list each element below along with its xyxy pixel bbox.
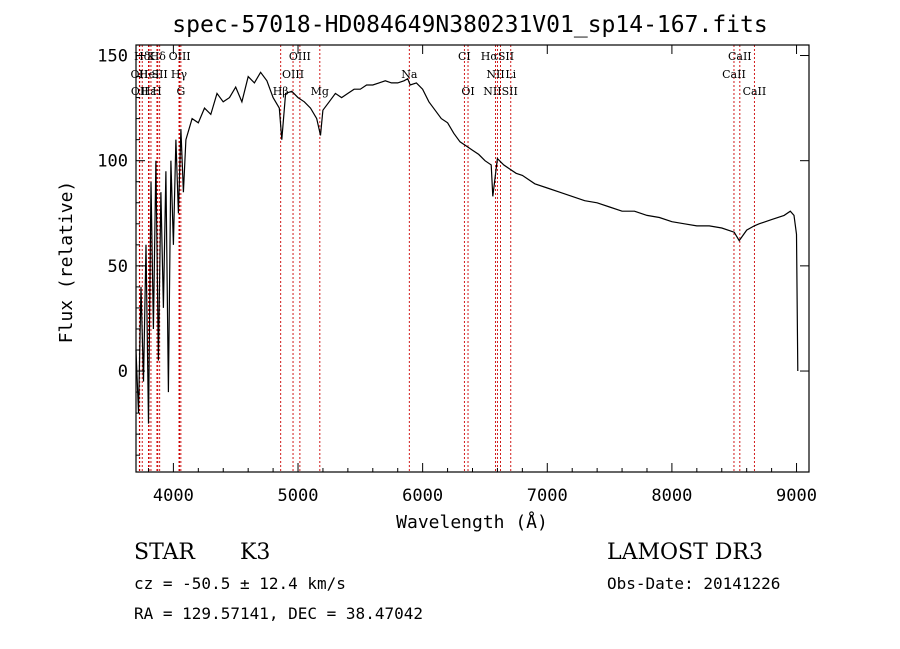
y-tick-label: 0 [118,362,128,382]
y-tick-label: 100 [97,152,128,172]
x-tick-label: 6000 [402,486,443,506]
line-marker-label: CaII [722,68,746,81]
line-marker-label: Li [505,68,516,81]
line-marker-label: SII [152,68,168,81]
x-tick-label: 8000 [651,486,692,506]
line-marker-label: OIII [289,50,311,63]
line-marker-label: K [147,50,156,63]
line-marker-label: OII [131,85,149,98]
line-marker-label: CI [458,50,471,63]
line-marker-label: H [152,85,162,98]
line-marker-label: OII [131,68,149,81]
line-markers [138,45,755,472]
line-marker-label: OIII [282,68,304,81]
line-marker-label: HeI [139,68,159,81]
line-marker-label: Hβ [273,85,289,98]
spectrum-line [135,71,799,424]
line-marker-label: HαSII [481,50,514,63]
line-marker-label: CaII [728,50,752,63]
object-subclass: K3 [240,540,270,565]
line-marker-label: Hγ [171,68,188,81]
line-marker-label: OIII [169,50,191,63]
x-tick-label: 7000 [527,486,568,506]
line-marker-label: G [176,85,185,98]
x-axis-label: Wavelength (Å) [396,511,548,533]
redshift-cz: cz = -50.5 ± 12.4 km/s [134,574,346,593]
x-tick-label: 9000 [776,486,817,506]
x-tick-label: 5000 [278,486,319,506]
line-marker-label: Hε [141,85,157,98]
line-marker-label: Na [401,68,418,81]
line-marker-label: NII [486,68,504,81]
object-class: STAR [134,540,196,565]
y-axis-label: Flux (relative) [56,181,77,344]
x-tick-label: 4000 [153,486,194,506]
obs-date: Obs-Date: 20141226 [607,574,780,593]
line-marker-label: OI [461,85,474,98]
survey-name: LAMOST DR3 [607,540,763,565]
line-marker-label: CaII [743,85,767,98]
line-marker-label: Hδ [150,50,167,63]
chart-title: spec-57018-HD084649N380231V01_sp14-167.f… [172,12,767,38]
y-axis-ticks: 0 50 100 150 [97,47,809,456]
coordinates: RA = 129.57141, DEC = 38.47042 [134,604,423,623]
y-tick-label: 50 [108,257,128,277]
plot-frame [135,44,810,473]
x-axis-ticks: 4000 5000 6000 7000 8000 9000 [147,45,817,506]
line-marker-label: NIISII [483,85,518,98]
y-tick-label: 150 [97,47,128,67]
line-marker-label: Mg [311,85,329,98]
line-marker-label: Hδ [134,50,151,63]
